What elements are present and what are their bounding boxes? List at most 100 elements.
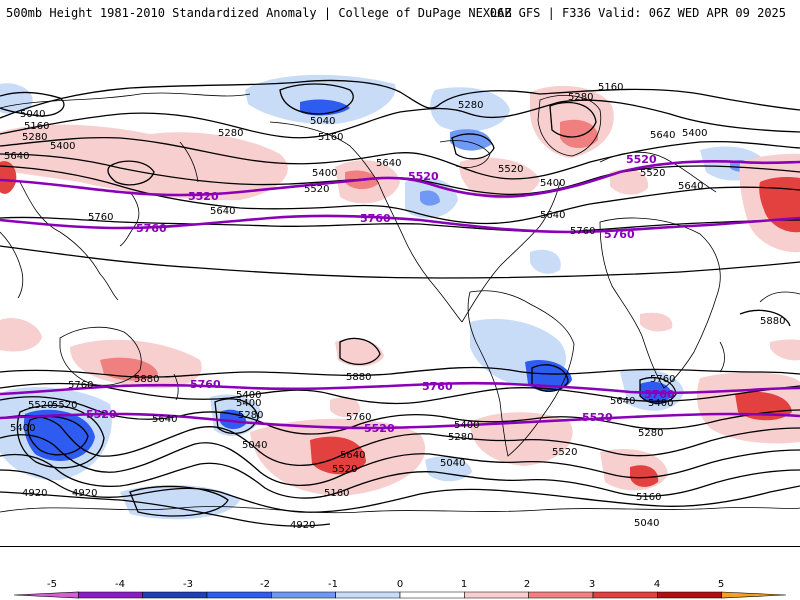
contour-label: 5520 bbox=[640, 168, 665, 179]
highlight-5760-south bbox=[0, 381, 800, 396]
contour-closed-low-south-1 bbox=[27, 415, 89, 456]
anomaly-positive-area bbox=[330, 397, 361, 418]
contour-label: 5520 bbox=[498, 164, 523, 175]
anomaly-positive-area bbox=[470, 412, 573, 466]
colorbar-tick-label: 2 bbox=[524, 579, 530, 590]
run-info: 06Z GFS | F336 Valid: 06Z WED APR 09 202… bbox=[489, 6, 786, 20]
contour-5640-north bbox=[0, 165, 800, 225]
highlight-5760-north bbox=[0, 214, 800, 234]
colorbar-tick-label: -1 bbox=[328, 579, 338, 590]
contour-label: 5280 bbox=[638, 428, 663, 439]
contour-label: 5640 bbox=[340, 450, 365, 461]
contour-label: 4920 bbox=[290, 520, 315, 531]
coastline-japan bbox=[119, 191, 140, 247]
coastlines bbox=[0, 92, 800, 514]
contour-closed-low-pacific bbox=[279, 83, 354, 115]
contour-5040-south bbox=[0, 469, 800, 513]
contour-label: 5760 bbox=[68, 380, 93, 391]
anomaly-positive-area bbox=[640, 312, 673, 332]
colorbar-tick-label: 4 bbox=[654, 579, 660, 590]
contour-label: 5040 bbox=[20, 109, 45, 120]
contour-label: 5880 bbox=[760, 316, 785, 327]
contour-label: 5040 bbox=[634, 518, 659, 529]
coastline-africa bbox=[599, 217, 721, 389]
anomaly-map: 5040 5160 5280 5400 5640 5280 5040 5160 … bbox=[0, 42, 800, 547]
highlight-label: 5520 bbox=[364, 422, 395, 435]
coastline-north-america-east bbox=[461, 181, 561, 323]
anomaly-negative-area bbox=[120, 485, 240, 520]
anomaly-negative-area bbox=[300, 99, 350, 116]
colorbar: -5 -4 -3 -2 -1 0 1 2 3 4 5 bbox=[13, 579, 787, 599]
anomaly-positive-area bbox=[0, 161, 17, 194]
anomaly-positive-area bbox=[0, 124, 288, 201]
anomaly-negative-area bbox=[245, 74, 396, 125]
contour-5760-south bbox=[0, 366, 800, 378]
coastline-madagascar bbox=[719, 341, 725, 373]
highlight-label: 5520 bbox=[188, 190, 219, 203]
contour-label: 5280 bbox=[568, 92, 593, 103]
contour-closed-low-hudson bbox=[451, 133, 495, 160]
contour-5520-north bbox=[0, 153, 800, 196]
contour-5160-north bbox=[0, 79, 800, 119]
highlight-label: 5520 bbox=[408, 170, 439, 183]
colorbar-swatch bbox=[528, 591, 594, 599]
colorbar-swatch bbox=[13, 591, 79, 599]
contour-closed-low-south-6 bbox=[531, 364, 569, 392]
coastline-antarctica bbox=[0, 506, 800, 514]
contour-5400-north bbox=[0, 136, 800, 180]
contour-label: 5640 bbox=[4, 151, 29, 162]
contour-label: 5280 bbox=[458, 100, 483, 111]
highlight-label: 5520 bbox=[626, 153, 657, 166]
colorbar-swatch bbox=[335, 591, 401, 599]
anomaly-negative-area bbox=[220, 409, 247, 430]
highlight-label: 5760 bbox=[422, 380, 453, 393]
contour-closed-low-south-2 bbox=[16, 404, 105, 469]
contour-label: 5640 bbox=[376, 158, 401, 169]
colorbar-swatch bbox=[142, 591, 208, 599]
colorbar-swatch bbox=[657, 591, 722, 599]
contour-closed-low-eurasia bbox=[107, 160, 155, 186]
highlight-5520-south bbox=[0, 412, 800, 430]
colorbar-swatch bbox=[721, 591, 787, 599]
colorbar-swatch bbox=[399, 591, 465, 599]
anomaly-positive-area bbox=[560, 119, 599, 149]
contour-label: 5520 bbox=[52, 400, 77, 411]
anomaly-positive-area bbox=[610, 169, 649, 195]
colorbar-tick-label: -4 bbox=[115, 579, 125, 590]
highlight-5520-north bbox=[0, 160, 800, 198]
coastline-kamchatka bbox=[179, 141, 199, 183]
contour-label: 5640 bbox=[152, 414, 177, 425]
contour-label: 5520 bbox=[552, 447, 577, 458]
contour-labels: 5040 5160 5280 5400 5640 5280 5040 5160 … bbox=[4, 82, 785, 531]
coastline-east-asia bbox=[19, 181, 119, 301]
anomaly-positive-area bbox=[335, 338, 384, 367]
coastline-south-america bbox=[467, 290, 575, 457]
contour-label: 5760 bbox=[570, 226, 595, 237]
contour-label: 4920 bbox=[22, 488, 47, 499]
highlight-contours bbox=[0, 160, 800, 430]
contour-label: 5760 bbox=[650, 374, 675, 385]
contour-5280-north bbox=[0, 99, 800, 139]
contour-label: 5160 bbox=[324, 488, 349, 499]
colorbar-swatches bbox=[13, 591, 787, 599]
anomaly-positive-area bbox=[630, 465, 659, 487]
colorbar-swatch bbox=[78, 591, 143, 599]
contour-label: 5640 bbox=[650, 130, 675, 141]
contour-label: 5400 bbox=[454, 420, 479, 431]
contour-label: 5640 bbox=[610, 396, 635, 407]
colorbar-swatch bbox=[464, 591, 529, 599]
anomaly-negative-area bbox=[530, 249, 561, 274]
colorbar-tick-label: 5 bbox=[718, 579, 724, 590]
colorbar-swatch bbox=[592, 591, 658, 599]
contour-label: 5040 bbox=[440, 458, 465, 469]
contour-label: 5520 bbox=[332, 464, 357, 475]
contour-label: 5040 bbox=[310, 116, 335, 127]
contour-5760-north bbox=[0, 216, 800, 233]
contour-label: 5640 bbox=[678, 181, 703, 192]
highlight-label: 5760 bbox=[644, 388, 675, 401]
anomaly-negative-area bbox=[23, 409, 96, 461]
contour-label: 5280 bbox=[218, 128, 243, 139]
contour-label: 5280 bbox=[238, 410, 263, 421]
contour-label: 5520 bbox=[304, 184, 329, 195]
coastline-eurasia-north bbox=[0, 92, 251, 109]
